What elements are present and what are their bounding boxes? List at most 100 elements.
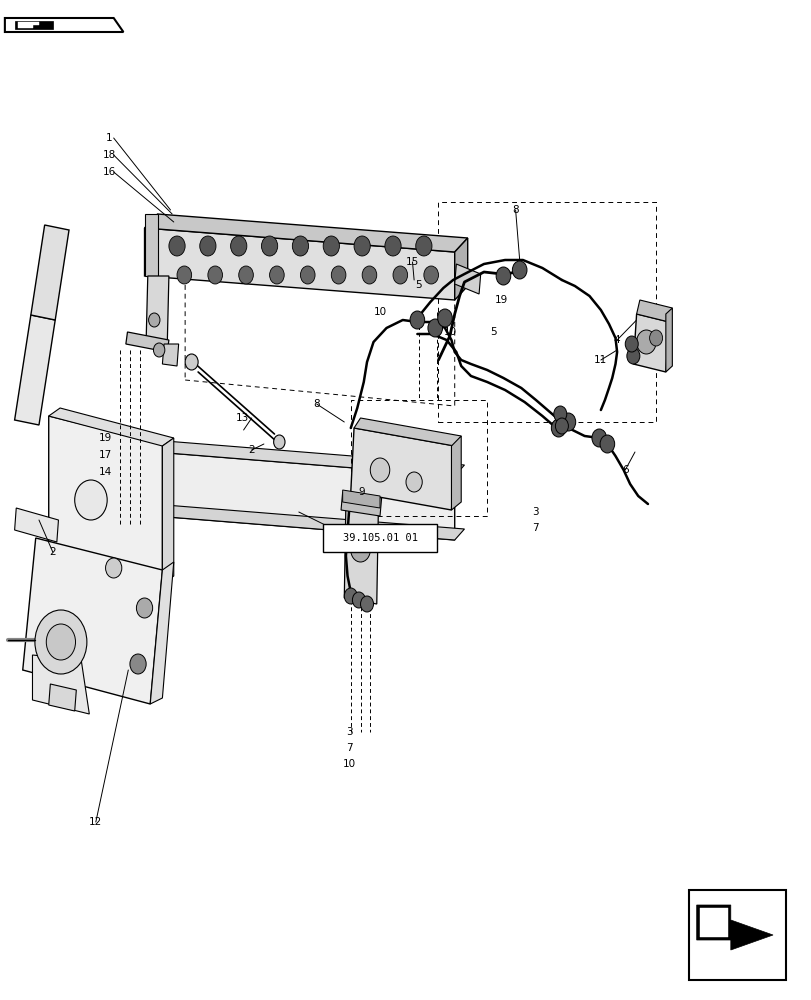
Polygon shape [342,490,380,508]
Polygon shape [49,684,76,711]
Circle shape [551,419,565,437]
Circle shape [560,413,575,431]
Text: 8: 8 [313,399,320,409]
Text: 19: 19 [99,433,112,443]
Circle shape [393,266,407,284]
Circle shape [136,598,152,618]
Text: 1: 1 [106,133,113,143]
Circle shape [599,435,614,453]
Polygon shape [146,276,169,344]
Polygon shape [144,214,157,276]
Polygon shape [341,492,381,516]
Circle shape [300,266,315,284]
Text: 10: 10 [373,307,386,317]
Circle shape [75,480,107,520]
Polygon shape [633,314,668,372]
Polygon shape [31,225,69,320]
Polygon shape [49,416,162,584]
Circle shape [238,266,253,284]
Circle shape [496,267,510,285]
Text: 10: 10 [342,759,355,769]
Polygon shape [15,508,58,542]
Text: 6: 6 [621,465,628,475]
Polygon shape [105,437,115,512]
Circle shape [169,236,185,256]
Circle shape [292,236,308,256]
Circle shape [512,261,526,279]
Circle shape [591,429,606,447]
Circle shape [331,266,345,284]
Polygon shape [15,315,55,425]
Polygon shape [454,238,467,300]
Circle shape [273,435,285,449]
Text: 10: 10 [444,327,457,337]
Text: 4: 4 [613,335,620,345]
Text: 16: 16 [103,167,116,177]
Circle shape [261,236,277,256]
Circle shape [423,266,438,284]
Polygon shape [150,562,174,704]
Circle shape [350,538,370,562]
Circle shape [553,406,566,422]
Polygon shape [162,344,178,366]
Circle shape [208,266,222,284]
Circle shape [153,343,165,357]
Polygon shape [15,21,53,29]
Circle shape [649,330,662,346]
Circle shape [35,610,87,674]
Polygon shape [696,905,772,950]
Circle shape [352,592,365,608]
Circle shape [437,309,452,327]
Polygon shape [350,428,454,510]
Circle shape [148,313,160,327]
Polygon shape [454,264,480,294]
Circle shape [105,558,122,578]
Text: 3: 3 [532,507,539,517]
Circle shape [636,330,655,354]
Circle shape [370,458,389,482]
Text: 13: 13 [235,413,248,423]
Circle shape [185,354,198,370]
Circle shape [230,236,247,256]
Text: 14: 14 [99,467,112,477]
Circle shape [200,236,216,256]
Text: 2: 2 [49,547,56,557]
Circle shape [384,236,401,256]
Polygon shape [105,437,464,476]
Text: 2: 2 [248,445,255,455]
Bar [688,890,785,980]
Text: 17: 17 [99,450,112,460]
Circle shape [354,236,370,256]
Polygon shape [144,214,467,252]
Circle shape [177,266,191,284]
Text: 5: 5 [414,280,421,290]
Polygon shape [105,448,454,540]
Polygon shape [665,308,672,372]
Circle shape [360,596,373,612]
Text: 5: 5 [490,327,496,337]
Text: 18: 18 [103,150,116,160]
Polygon shape [49,408,174,446]
Circle shape [626,348,639,364]
Text: 8: 8 [512,205,518,215]
Text: 7: 7 [345,743,352,753]
Circle shape [130,654,146,674]
Polygon shape [354,418,461,446]
Circle shape [344,588,357,604]
Text: 9: 9 [358,487,364,497]
Circle shape [362,266,376,284]
Polygon shape [126,332,169,352]
Circle shape [323,236,339,256]
Polygon shape [699,908,727,937]
Polygon shape [344,502,378,604]
Text: 3: 3 [345,727,352,737]
Circle shape [406,472,422,492]
Polygon shape [451,436,461,510]
Polygon shape [32,655,89,714]
Text: 12: 12 [89,817,102,827]
Circle shape [269,266,284,284]
Text: 11: 11 [594,355,607,365]
Circle shape [427,319,442,337]
Polygon shape [144,228,454,300]
Text: 19: 19 [495,295,508,305]
